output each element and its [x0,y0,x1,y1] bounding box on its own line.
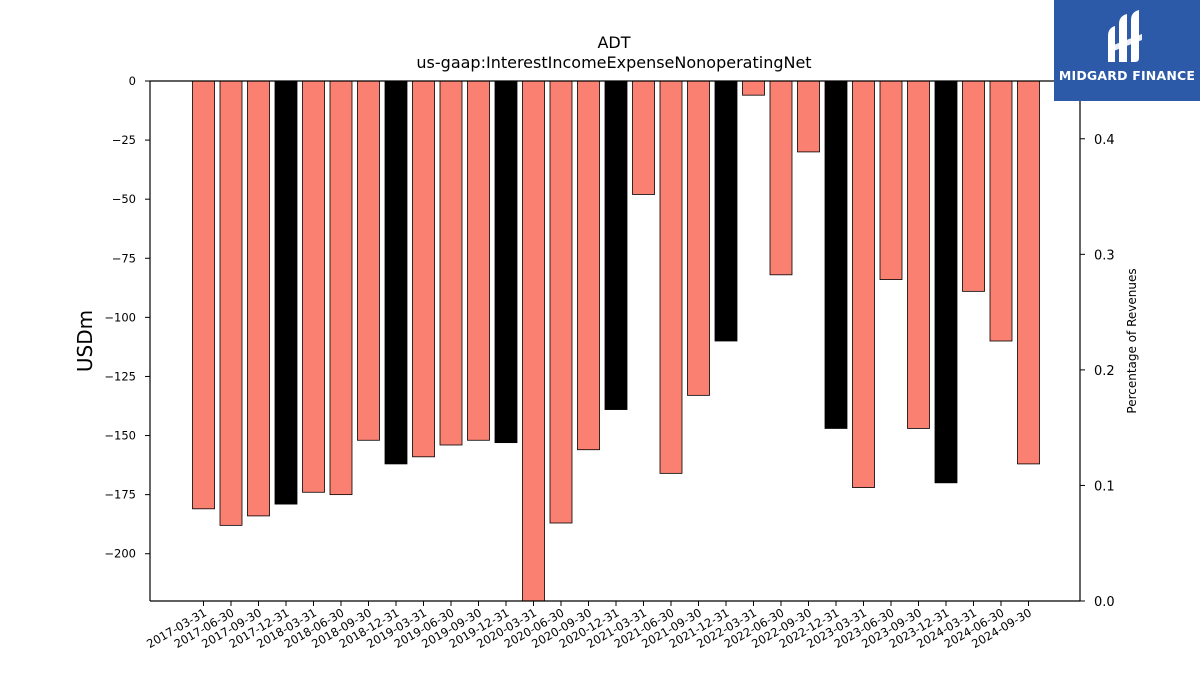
y-tick-label: −200 [104,547,136,561]
bar-2023-03-31 [852,80,875,488]
bar-2022-12-31 [824,80,848,429]
y-tick-label: −150 [104,429,136,443]
bar-2017-09-30 [247,80,270,517]
bar-2019-12-31 [494,80,518,444]
y2-tick-label: 0.4 [1094,133,1115,148]
bar-2021-09-30 [687,80,710,396]
y-tick-label: −125 [104,369,136,383]
bar-2018-12-31 [384,80,408,465]
y-tick-label: −75 [112,251,136,265]
bar-2022-03-31 [742,80,765,96]
bar-2020-03-31 [522,80,545,602]
y-tick-label: −50 [112,192,136,206]
bar-2024-06-30 [989,80,1013,342]
chart-title: ADT [597,33,630,52]
bar-2020-12-31 [604,80,628,410]
y2-tick-label: 0.2 [1094,364,1115,379]
y2-tick-label: 0.1 [1094,479,1115,494]
chart-subtitle: us-gaap:InterestIncomeExpenseNonoperatin… [416,53,811,72]
bar-2018-03-31 [302,80,325,493]
y-axis-label: USDm [73,310,97,372]
y-tick-label: −100 [104,310,136,324]
y2-axis-label: Percentage of Revenues [1125,268,1139,413]
bar-2021-06-30 [659,80,683,474]
bar-2023-06-30 [879,80,903,280]
y-tick-label: −25 [112,133,136,147]
bars-group [192,80,1040,602]
bar-2018-09-30 [357,80,380,441]
bar-2022-06-30 [769,80,793,276]
bar-2022-09-30 [797,80,820,153]
bar-2019-03-31 [412,80,435,458]
bar-2020-09-30 [577,80,600,451]
bar-2019-09-30 [467,80,490,441]
bar-2017-03-31 [192,80,215,510]
bar-2024-09-30 [1017,80,1040,465]
axes-group: 0 −25 −50 −75 −100 −125 −150 −175 −200 0.0 0.1 0.2 0… [104,74,1114,651]
bar-2017-06-30 [219,80,243,526]
logo-text: MIDGARD FINANCE [1058,68,1196,83]
bar-2024-03-31 [962,80,985,292]
bar-2023-09-30 [907,80,930,429]
bar-2020-06-30 [549,80,573,524]
bar-2021-12-31 [714,80,738,342]
bar-2017-12-31 [274,80,298,505]
bar-2023-12-31 [934,80,958,484]
bar-2021-03-31 [632,80,655,195]
bar-2019-06-30 [439,80,463,446]
y-tick-label: 0 [129,74,136,88]
brand-logo: MIDGARD FINANCE [1054,0,1200,101]
bar-2018-06-30 [329,80,353,496]
y2-tick-label: 0.3 [1094,248,1115,263]
logo-icon [1108,10,1142,62]
y-tick-label: −175 [104,488,136,502]
y2-tick-label: 0.0 [1094,595,1115,610]
